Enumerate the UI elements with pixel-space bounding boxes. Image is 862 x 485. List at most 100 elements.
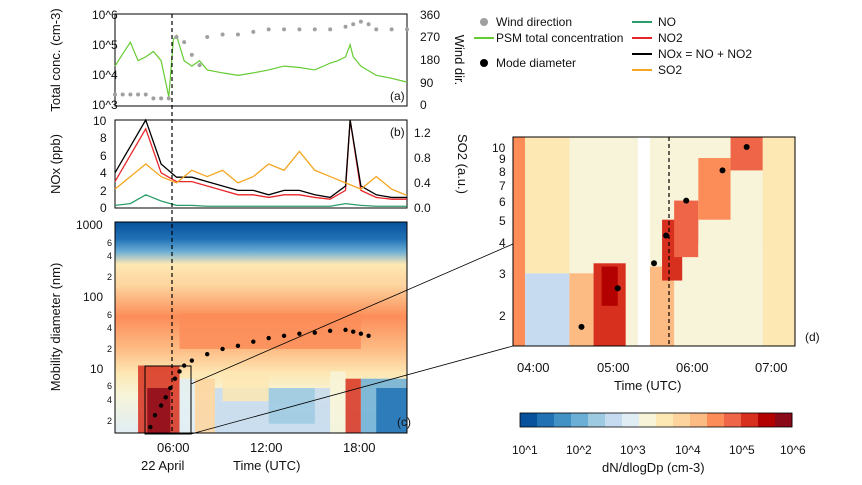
wind-direction-point [366, 22, 371, 27]
mode-diameter-point [163, 395, 168, 400]
panel-b-frame [114, 119, 408, 209]
heatmap-cell [330, 371, 346, 433]
panel-c-ytick: 100 [83, 290, 103, 304]
heatmap-cell [698, 243, 763, 346]
panel-c-ylabel: Mobility diameter (nm) [48, 263, 63, 392]
panel-a-ylabel: Total conc. (cm-3) [48, 8, 63, 111]
mode-diameter-point [719, 167, 726, 174]
heatmap-cell [569, 273, 594, 346]
mode-diameter-point [663, 232, 670, 239]
panel-a-y2label: Wind dir. [452, 35, 467, 86]
heatmap-cell [194, 378, 215, 433]
heatmap-cell [625, 137, 638, 346]
mode-diameter-point [651, 260, 657, 267]
panel-d-xtick: 04:00 [517, 360, 550, 375]
panel-b-y2tick: 0.0 [414, 201, 431, 215]
mode-diameter-point [297, 331, 302, 336]
wind-direction-point [405, 27, 409, 32]
wind-direction-point [235, 32, 240, 37]
heatmap-cell [345, 378, 361, 433]
colorbar-tick: 10^5 [729, 443, 755, 457]
wind-direction-point [174, 35, 179, 39]
colorbar-cell [605, 413, 623, 427]
panel-b-ylabel: NOx (ppb) [48, 134, 63, 194]
wind-direction-point [282, 27, 287, 32]
mode-diameter-point [312, 330, 317, 335]
mode-diameter-point [358, 331, 364, 336]
colorbar-cell [673, 413, 691, 427]
panel-c-xlabel: Time (UTC) [233, 458, 300, 473]
panel-d-ytick: 10 [492, 141, 506, 155]
mode-diameter-point [148, 424, 153, 430]
mode-diameter-point [281, 333, 287, 338]
legend-top: Wind direction PSM total concentration M… [474, 15, 752, 77]
panel-b-y2label: SO2 (a.u.) [455, 134, 470, 194]
mode-diameter-point [205, 352, 210, 357]
mode-diameter-point [177, 369, 182, 374]
panel-a-series [113, 19, 409, 101]
colorbar-cell [588, 413, 606, 427]
panel-b: NOx (ppb) SO2 (a.u.) 0 2 4 6 8 10 0.0 0.… [48, 114, 470, 215]
panel-d: 2 3 4 5 6 7 8 9 10 04:00 05:00 06:00 07:… [492, 136, 820, 393]
heatmap-cell [698, 158, 731, 220]
wind-direction-point [351, 22, 356, 27]
panel-d-frame [512, 136, 796, 347]
panel-d-label: (d) [805, 330, 820, 344]
wind-direction-point [151, 96, 156, 101]
heatmap-cell [268, 388, 315, 424]
heatmap-cell [637, 137, 650, 346]
heatmap-cell [730, 137, 763, 171]
panel-a-y2tick: 0 [420, 98, 427, 112]
panel-a-y2tick: 180 [420, 53, 440, 67]
panel-b-ytick: 2 [100, 184, 107, 198]
panel-c-ytick: 10 [90, 362, 104, 376]
colorbar-cell [639, 413, 657, 427]
panel-d-xtick: 07:00 [755, 360, 788, 375]
heatmap-cell [179, 378, 195, 433]
panel-a-frame [114, 13, 408, 107]
panel-a-ytick: 10^5 [92, 38, 118, 52]
panel-b-y2tick: 0.4 [414, 176, 431, 190]
heatmap-cell [513, 137, 526, 346]
mode-diameter-point [743, 143, 750, 150]
wind-direction-point [266, 27, 271, 32]
panel-c: Mobility diameter (nm) 10 100 1000 2 4 6… [48, 14, 514, 473]
heatmap-cell [762, 137, 795, 346]
wind-direction-point [251, 29, 256, 34]
wind-direction-point [205, 35, 210, 39]
panel-c-minor-tick: 6 [107, 310, 112, 320]
zoom-connector-bottom [190, 345, 514, 435]
panel-a-y2tick: 270 [420, 30, 440, 44]
wind-direction-point [113, 92, 117, 97]
panel-c-label: (c) [397, 415, 411, 429]
panel-b-ytick: 0 [100, 201, 107, 215]
wind-direction-point [389, 27, 394, 32]
panel-a-y2tick: 360 [420, 8, 440, 22]
colorbar-cell [554, 413, 572, 427]
panel-c-minor-tick: 2 [107, 272, 112, 282]
so2-line [114, 150, 408, 197]
panel-a-ytick: 10^3 [92, 98, 118, 112]
panel-c-frame [114, 221, 408, 434]
zoom-box [144, 365, 192, 435]
wind-direction-point [120, 92, 125, 97]
panel-b-ytick: 6 [100, 149, 107, 163]
heatmap-cell [601, 266, 618, 306]
colorbar-cell [741, 413, 759, 427]
panel-d-ytick: 6 [499, 195, 506, 209]
heatmap-cell [525, 273, 570, 346]
mode-diameter-point [158, 403, 164, 408]
panel-b-ytick: 10 [93, 114, 107, 128]
colorbar-cell [758, 413, 776, 427]
mode-diameter-point [683, 197, 690, 204]
legend-wind-label: Wind direction [496, 15, 572, 29]
heatmap-cell [525, 137, 570, 274]
panel-c-xtick: 18:00 [343, 440, 376, 455]
zoom-connector-top [190, 243, 514, 385]
heatmap-cell [222, 371, 269, 402]
nox-line [114, 118, 407, 199]
panel-d-ytick: 4 [499, 236, 506, 250]
colorbar: 10^1 10^2 10^3 10^4 10^5 10^6 dN/dlogDp … [512, 412, 806, 475]
colorbar-tick: 10^2 [566, 443, 592, 457]
